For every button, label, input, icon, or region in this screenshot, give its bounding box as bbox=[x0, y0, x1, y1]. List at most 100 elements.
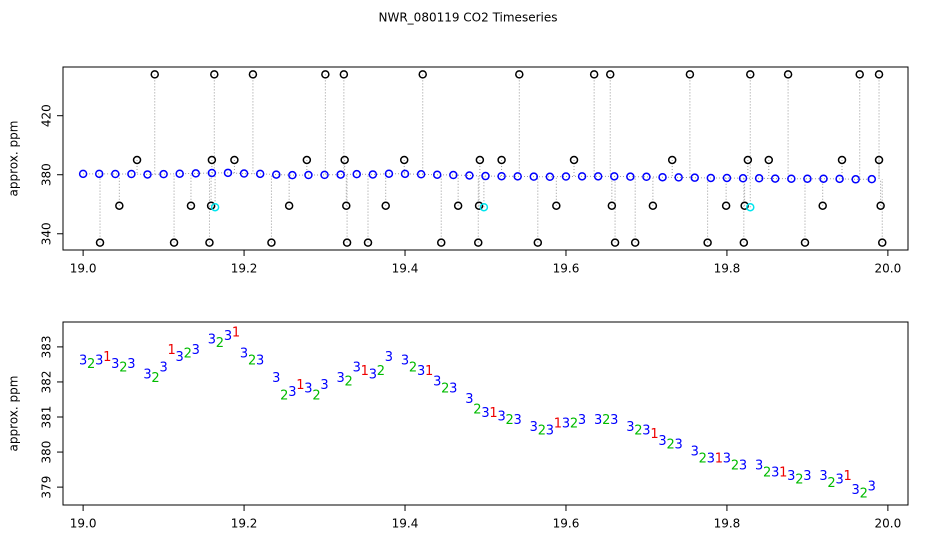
point bbox=[690, 173, 699, 182]
point bbox=[497, 171, 506, 181]
point bbox=[593, 172, 603, 181]
point bbox=[342, 201, 351, 210]
point bbox=[304, 170, 313, 180]
point bbox=[835, 174, 844, 184]
point bbox=[764, 155, 774, 165]
point-marker: 1 bbox=[844, 469, 852, 484]
point bbox=[746, 70, 755, 79]
point-marker: 1 bbox=[489, 406, 497, 421]
point bbox=[561, 172, 571, 181]
point-marker: 3 bbox=[691, 445, 699, 460]
point-marker: 1 bbox=[779, 466, 787, 481]
point bbox=[436, 238, 446, 247]
point-marker: 3 bbox=[819, 469, 827, 484]
point-marker: 2 bbox=[699, 452, 707, 467]
point bbox=[132, 155, 142, 165]
y-tick-label: 383 bbox=[40, 335, 54, 358]
point bbox=[877, 238, 887, 247]
point-marker: 3 bbox=[835, 473, 843, 488]
point-marker: 3 bbox=[143, 367, 151, 382]
x-tick-label: 20.0 bbox=[875, 262, 902, 276]
point-marker: 3 bbox=[353, 360, 361, 375]
point-marker: 1 bbox=[168, 343, 176, 358]
y-tick-label: 380 bbox=[40, 441, 54, 464]
point-marker: 3 bbox=[433, 374, 441, 389]
point bbox=[479, 202, 489, 212]
point-marker: 2 bbox=[634, 424, 642, 439]
point-marker: 3 bbox=[658, 434, 666, 449]
point-marker: 3 bbox=[95, 353, 103, 368]
point bbox=[210, 70, 219, 79]
point bbox=[607, 201, 617, 210]
point-marker: 2 bbox=[827, 476, 835, 491]
series-line bbox=[83, 172, 872, 180]
point bbox=[363, 238, 373, 247]
point bbox=[418, 70, 427, 79]
point bbox=[302, 155, 312, 165]
point-marker: 3 bbox=[401, 353, 409, 368]
point-marker: 3 bbox=[481, 406, 489, 421]
point-marker: 2 bbox=[763, 466, 771, 481]
point bbox=[481, 171, 490, 181]
x-tick-label: 19.8 bbox=[714, 262, 741, 276]
point-marker: 3 bbox=[868, 480, 876, 495]
point bbox=[738, 174, 748, 183]
point-marker: 3 bbox=[610, 413, 618, 428]
point-marker: 3 bbox=[127, 357, 135, 372]
point-marker: 3 bbox=[159, 360, 167, 375]
point-marker: 2 bbox=[860, 487, 868, 502]
point bbox=[497, 155, 506, 165]
point bbox=[552, 201, 561, 210]
point bbox=[569, 155, 579, 165]
y-tick-label: 379 bbox=[40, 476, 54, 499]
point-marker: 3 bbox=[304, 381, 312, 396]
y-tick-label: 420 bbox=[40, 104, 54, 127]
y-tick-label: 382 bbox=[40, 370, 54, 393]
point bbox=[722, 173, 732, 183]
point-marker: 3 bbox=[675, 438, 683, 453]
point bbox=[432, 170, 442, 179]
point-marker: 3 bbox=[562, 417, 570, 432]
point-marker: 2 bbox=[345, 374, 353, 389]
point-marker: 3 bbox=[288, 385, 296, 400]
point bbox=[605, 70, 615, 79]
point-marker: 3 bbox=[320, 378, 328, 393]
point-marker: 1 bbox=[425, 364, 433, 379]
point-marker: 3 bbox=[208, 332, 216, 347]
point-marker: 1 bbox=[296, 378, 304, 393]
point bbox=[474, 238, 483, 247]
point-marker: 3 bbox=[530, 420, 538, 435]
point bbox=[239, 169, 249, 178]
point-marker: 3 bbox=[449, 381, 457, 396]
point bbox=[288, 170, 297, 180]
point-marker: 1 bbox=[103, 350, 111, 365]
point bbox=[819, 174, 828, 183]
point-marker: 3 bbox=[176, 350, 184, 365]
point bbox=[368, 170, 378, 179]
point-marker: 3 bbox=[771, 466, 779, 481]
point-marker: 3 bbox=[224, 329, 232, 344]
point-marker: 2 bbox=[377, 364, 385, 379]
point bbox=[800, 238, 810, 247]
x-tick-label: 19.0 bbox=[70, 262, 97, 276]
point-marker: 2 bbox=[538, 424, 546, 439]
point bbox=[248, 70, 258, 79]
point-marker: 3 bbox=[626, 420, 634, 435]
point bbox=[610, 172, 619, 181]
point bbox=[381, 201, 390, 210]
point bbox=[626, 172, 635, 181]
point-marker: 3 bbox=[417, 364, 425, 379]
point bbox=[255, 169, 265, 179]
point bbox=[685, 70, 695, 79]
point-marker: 2 bbox=[602, 413, 610, 428]
point-marker: 3 bbox=[803, 469, 811, 484]
plot-frame bbox=[62, 321, 909, 506]
point-marker: 3 bbox=[337, 371, 345, 386]
point bbox=[230, 155, 239, 165]
point bbox=[94, 169, 104, 179]
point-marker: 3 bbox=[514, 413, 522, 428]
point bbox=[740, 201, 749, 210]
point bbox=[589, 70, 599, 79]
x-tick-label: 19.6 bbox=[553, 517, 580, 531]
